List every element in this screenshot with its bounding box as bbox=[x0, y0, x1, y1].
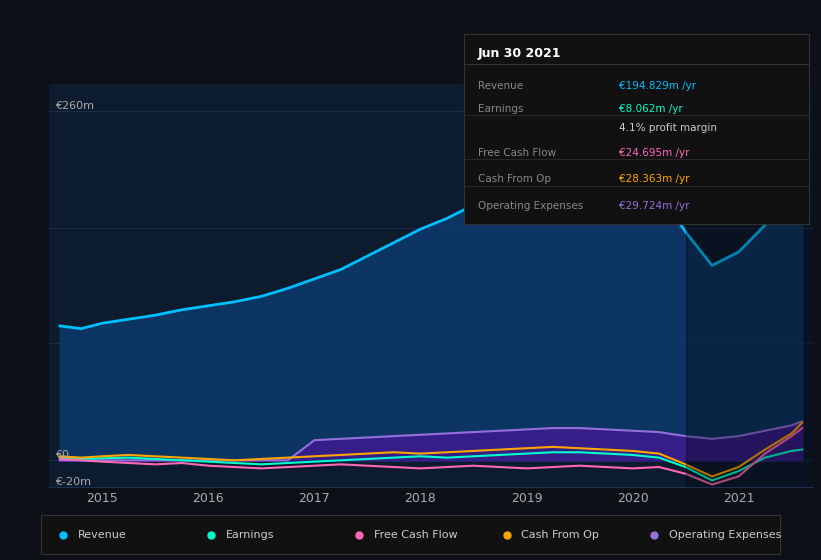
Text: €28.363m /yr: €28.363m /yr bbox=[619, 175, 690, 184]
Text: €8.062m /yr: €8.062m /yr bbox=[619, 104, 683, 114]
Bar bbox=[686, 84, 821, 487]
Text: Earnings: Earnings bbox=[478, 104, 523, 114]
Text: €260m: €260m bbox=[54, 101, 94, 111]
Text: Operating Expenses: Operating Expenses bbox=[478, 201, 583, 211]
Text: 4.1% profit margin: 4.1% profit margin bbox=[619, 123, 717, 133]
Text: Jun 30 2021: Jun 30 2021 bbox=[478, 47, 562, 60]
Text: Earnings: Earnings bbox=[226, 530, 274, 540]
Text: €0: €0 bbox=[54, 450, 69, 460]
Text: Cash From Op: Cash From Op bbox=[478, 175, 551, 184]
Text: Revenue: Revenue bbox=[478, 81, 523, 91]
Text: Operating Expenses: Operating Expenses bbox=[669, 530, 782, 540]
Text: €194.829m /yr: €194.829m /yr bbox=[619, 81, 696, 91]
Text: Free Cash Flow: Free Cash Flow bbox=[374, 530, 457, 540]
Text: Free Cash Flow: Free Cash Flow bbox=[478, 148, 556, 158]
Text: €-20m: €-20m bbox=[54, 477, 90, 487]
Text: Cash From Op: Cash From Op bbox=[521, 530, 599, 540]
Text: Revenue: Revenue bbox=[78, 530, 126, 540]
Text: €24.695m /yr: €24.695m /yr bbox=[619, 148, 690, 158]
Text: €29.724m /yr: €29.724m /yr bbox=[619, 201, 690, 211]
